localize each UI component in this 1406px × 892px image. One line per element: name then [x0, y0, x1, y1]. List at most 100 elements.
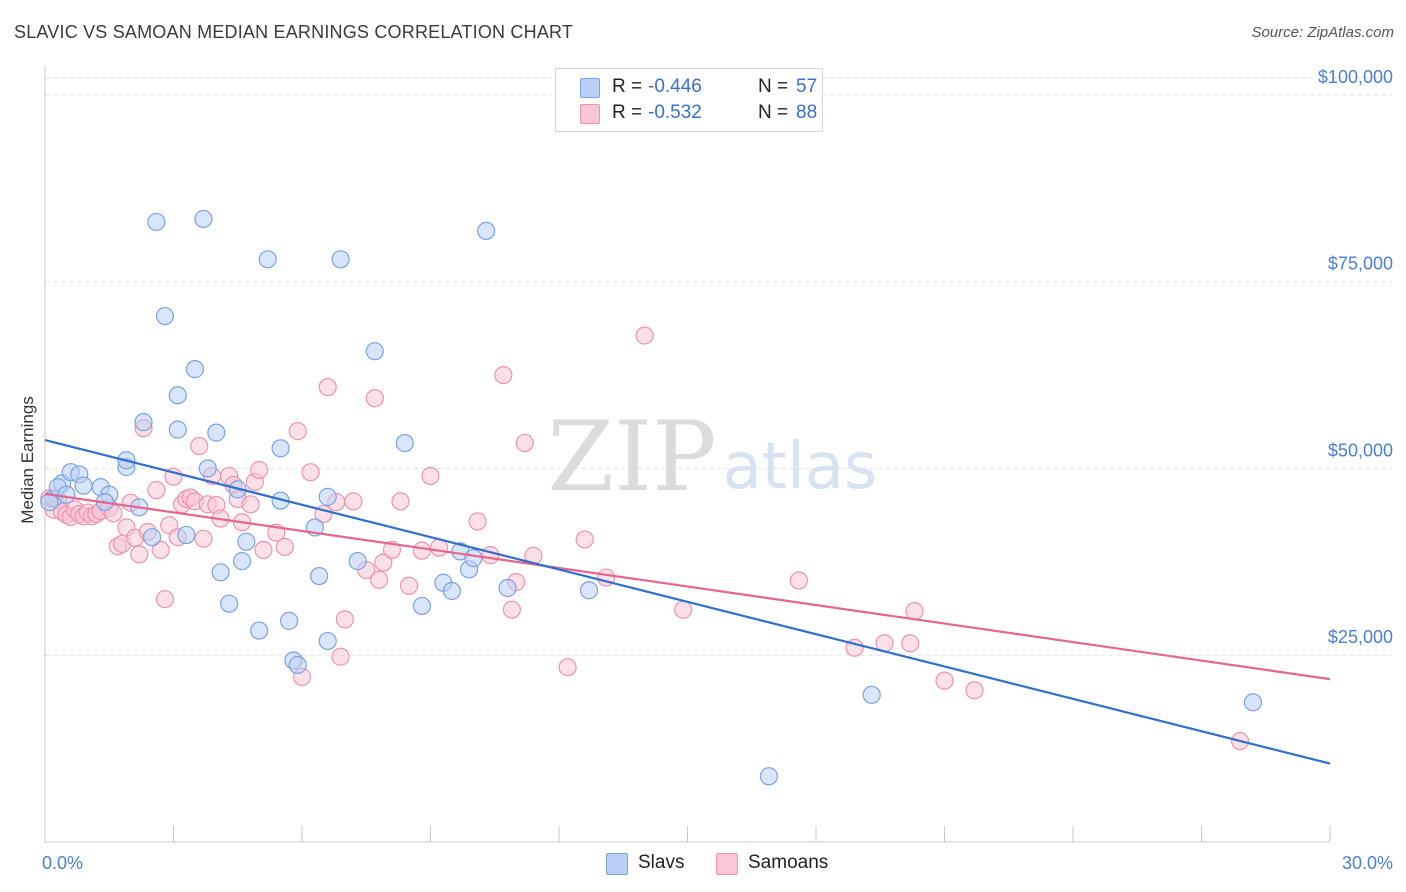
slavs-point — [442, 581, 462, 601]
slavs-point — [168, 420, 187, 439]
slavs-point — [250, 621, 269, 640]
bottom-legend-label-samoans: Samoans — [748, 852, 829, 873]
trend-lines — [44, 439, 1331, 765]
slavs-point — [1243, 693, 1263, 712]
slavs-point — [759, 767, 778, 786]
y-tick-label: $100,000 — [1318, 67, 1393, 87]
samoans-point — [391, 492, 410, 511]
legend-r-label: R = — [612, 102, 643, 123]
slavs-point — [365, 342, 384, 361]
slavs-point — [232, 552, 252, 571]
samoans-point — [905, 602, 924, 621]
slavs-point — [185, 360, 205, 379]
samoans-point — [515, 433, 534, 453]
samoans-point — [241, 495, 260, 514]
bottom-legend-swatch-slavs — [606, 853, 628, 875]
samoans-point — [288, 422, 307, 441]
slavs-point — [207, 423, 226, 442]
source-credit: Source: ZipAtlas.com — [1251, 24, 1394, 41]
slavs-point — [271, 439, 290, 458]
watermark-atlas: atlas — [723, 430, 878, 504]
slavs-point — [862, 685, 881, 704]
samoans-point — [250, 460, 269, 480]
samoans-point — [254, 540, 273, 560]
samoans-point — [468, 512, 487, 531]
legend-n-value: 57 — [796, 76, 818, 97]
slavs-point — [579, 581, 599, 600]
samoans-point — [399, 576, 419, 595]
legend-n-label: N = — [758, 102, 789, 123]
watermark-zip: ZIP — [547, 401, 716, 513]
samoans-point — [789, 571, 808, 590]
bottom-legend-label-slavs: Slavs — [638, 852, 685, 873]
slavs-point — [310, 566, 329, 586]
samoans-point — [147, 481, 166, 500]
samoans-point — [275, 537, 294, 557]
y-tick-label: $25,000 — [1328, 627, 1393, 647]
samoans-point — [494, 365, 513, 385]
samoans-point — [335, 610, 354, 629]
slavs-point — [237, 532, 256, 551]
slavs-point — [211, 563, 230, 582]
bottom-legend-swatch-samoans — [716, 853, 738, 875]
y-tick-label: $50,000 — [1328, 440, 1393, 460]
slavs-point — [194, 209, 213, 229]
samoans-point — [421, 466, 440, 486]
slavs-point — [412, 596, 432, 616]
legend-swatch-slavs — [580, 78, 600, 98]
samoans-point — [674, 600, 693, 619]
samoans-trend-line — [44, 492, 1331, 681]
y-tick-labels: $25,000 $50,000 $75,000 $100,000 — [1318, 67, 1393, 647]
samoans-point — [194, 529, 213, 548]
slavs-point — [288, 655, 307, 675]
slavs-point — [498, 578, 517, 598]
legend: R = -0.446 N = 57 R = -0.532 N = 88 — [555, 68, 823, 132]
x-tick-min: 0.0% — [42, 853, 83, 873]
slavs-point — [142, 528, 162, 547]
samoans-point — [151, 540, 170, 560]
x-tick-max: 30.0% — [1342, 853, 1393, 873]
axes — [44, 66, 1331, 843]
samoans-point — [344, 492, 363, 511]
samoans-point — [370, 570, 389, 589]
samoans-point — [365, 389, 384, 408]
samoans-point — [318, 377, 337, 397]
legend-r-label: R = — [612, 76, 643, 97]
samoans-point — [575, 530, 594, 549]
samoans-point — [301, 463, 320, 482]
slavs-point — [258, 250, 277, 269]
samoans-point — [935, 671, 954, 690]
samoans-point — [155, 590, 175, 609]
legend-swatch-samoans — [580, 104, 600, 124]
legend-r-value: -0.532 — [648, 102, 702, 123]
slavs-point — [348, 552, 367, 571]
samoans-point — [130, 545, 149, 564]
slavs-point — [395, 433, 414, 453]
slavs-point — [318, 631, 337, 651]
samoans-point — [190, 436, 209, 456]
slavs-point — [74, 476, 93, 495]
slavs-point — [147, 212, 166, 232]
slavs-point — [177, 525, 196, 545]
samoans-point — [331, 647, 350, 666]
slavs-point — [134, 413, 153, 432]
samoans-point — [635, 326, 654, 345]
slavs-point — [331, 250, 350, 269]
slavs-point — [168, 386, 187, 405]
samoans-point — [502, 600, 521, 619]
slavs-point — [464, 549, 483, 568]
legend-r-value: -0.446 — [648, 76, 702, 97]
slavs-trend-line — [44, 439, 1331, 765]
legend-n-label: N = — [758, 76, 789, 97]
samoans-point — [382, 540, 402, 560]
slavs-point — [57, 485, 76, 504]
samoans-point — [965, 681, 984, 700]
slavs-point — [318, 487, 337, 506]
samoans-point — [558, 658, 577, 677]
samoans-point — [412, 541, 432, 560]
series-slavs — [40, 209, 1263, 786]
y-axis-label: Median Earnings — [18, 396, 37, 524]
slavs-point — [155, 306, 175, 326]
slavs-point — [280, 611, 299, 630]
